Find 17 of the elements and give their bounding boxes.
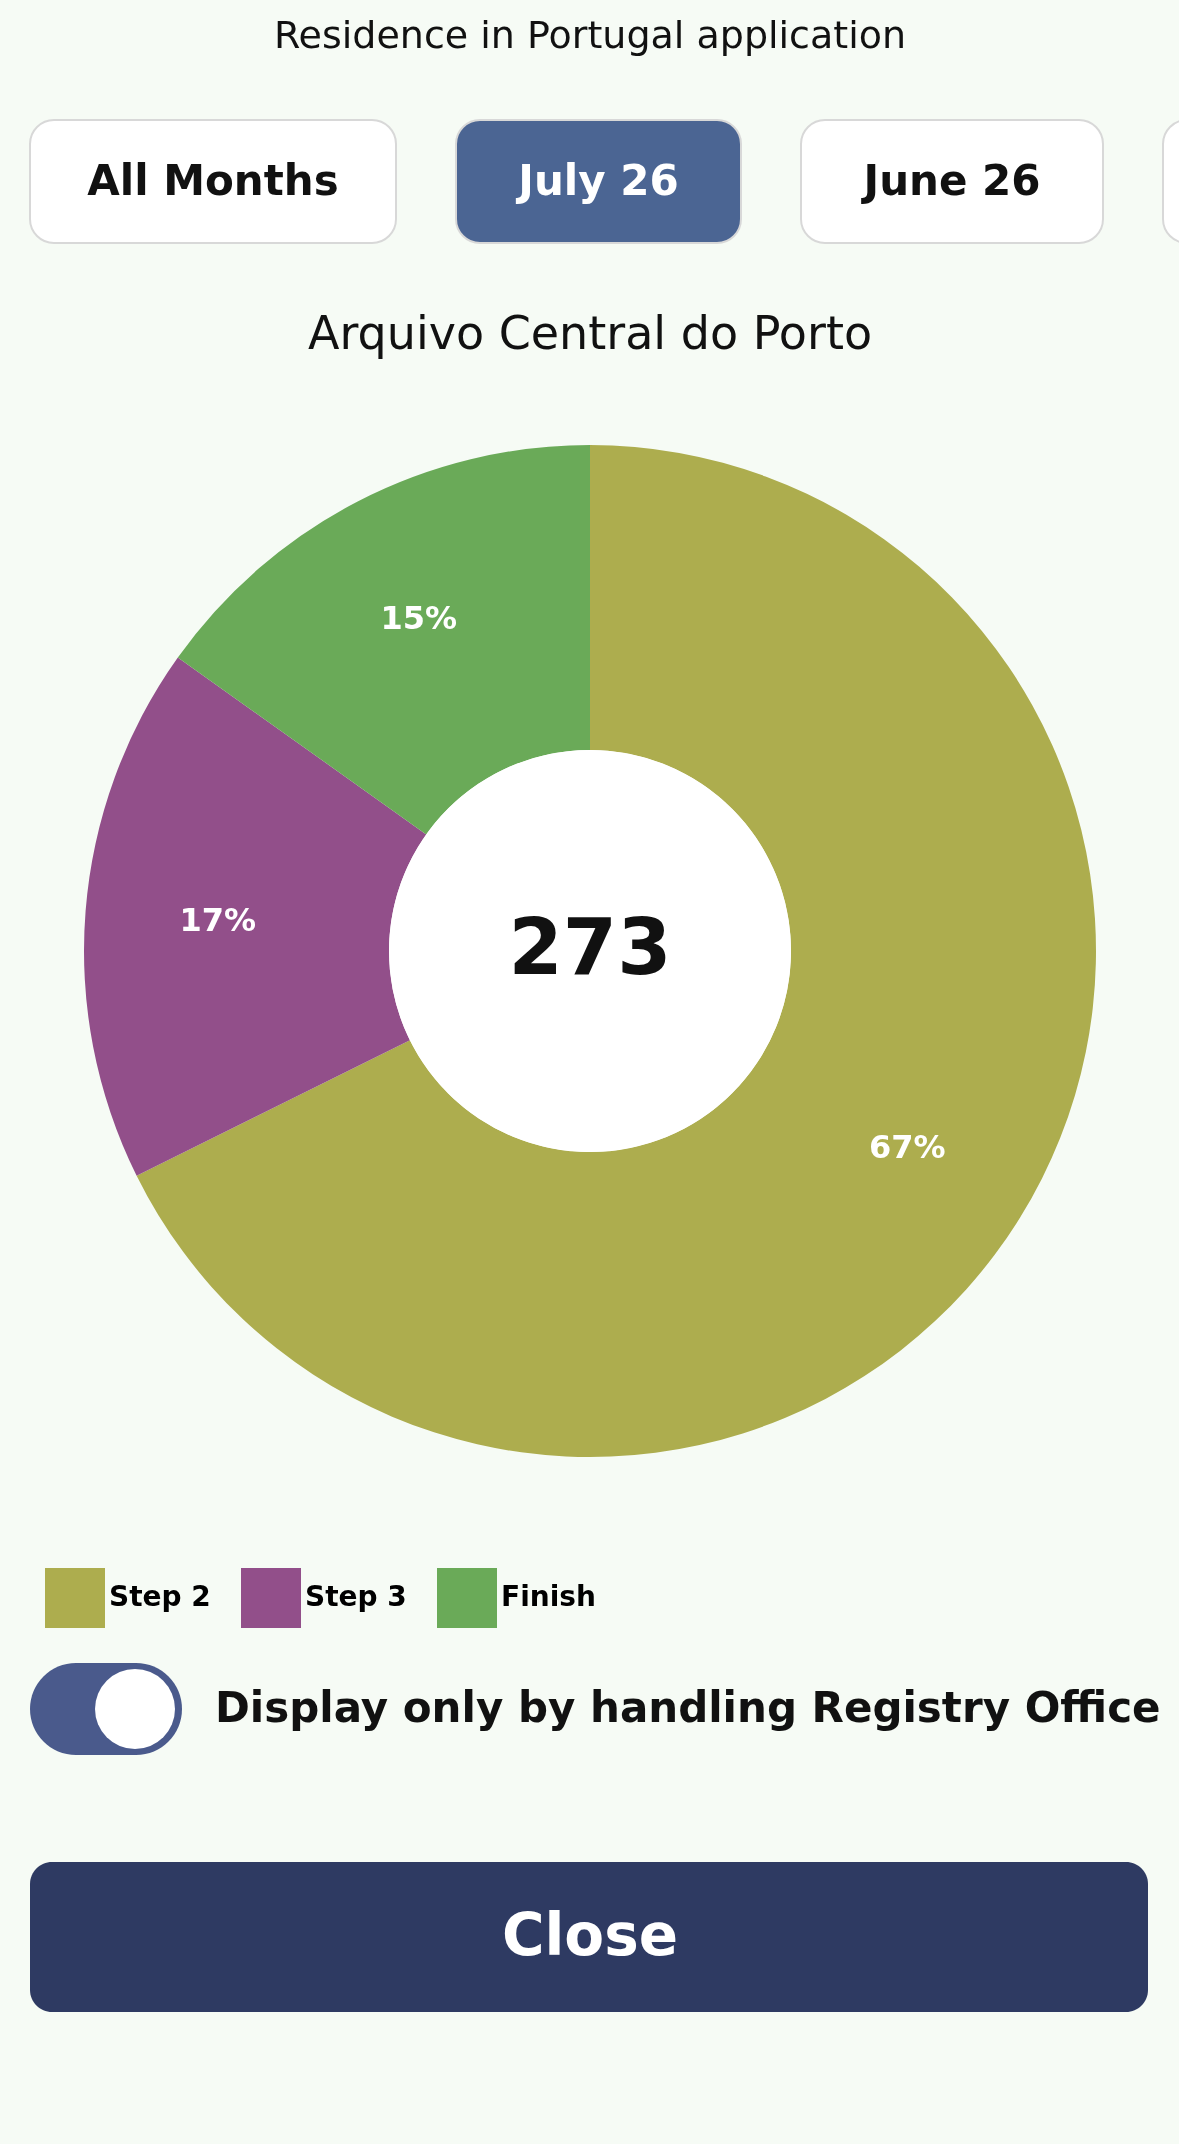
legend-label: Step 2: [109, 1580, 211, 1613]
text: All Months: [87, 156, 339, 205]
text: July 26: [515, 156, 679, 205]
data-label: 15%: [380, 599, 458, 638]
text: 273: [508, 902, 672, 992]
legend-label: Finish: [501, 1580, 596, 1613]
text: Display only by handling Registry Office: [215, 1683, 1161, 1732]
donut-slice: [177, 445, 590, 835]
donut-slice: [84, 657, 427, 1176]
donut-slice: [136, 445, 1096, 1457]
text: June 26: [860, 156, 1041, 205]
text: Close: [501, 1901, 679, 1969]
data-label: 17%: [179, 901, 256, 940]
legend-label: Step 3: [305, 1580, 407, 1613]
data-label: 67%: [869, 1127, 946, 1166]
chart-subtitle: Arquivo Central do Porto: [307, 306, 873, 360]
chart-title: Residence in Portugal application: [273, 13, 907, 57]
